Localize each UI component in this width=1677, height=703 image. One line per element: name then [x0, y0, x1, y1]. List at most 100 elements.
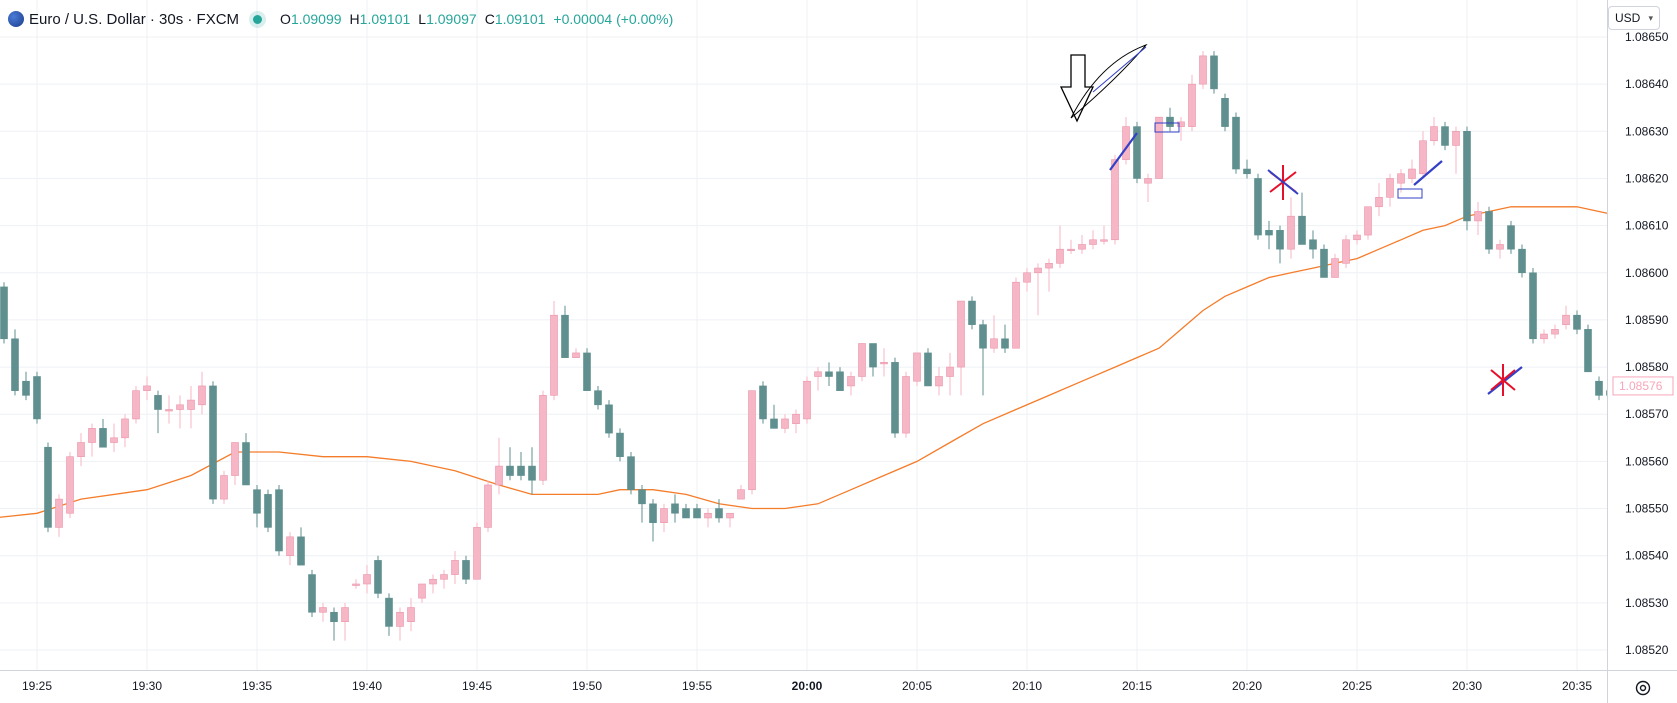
candle	[88, 423, 96, 457]
curve-drawing[interactable]	[1070, 43, 1148, 119]
candle-body	[22, 380, 30, 396]
candle-body	[44, 446, 52, 528]
candle	[1430, 117, 1438, 146]
candle-body	[759, 385, 767, 420]
candle	[759, 381, 767, 424]
candle	[429, 574, 437, 594]
price-tick-label: 1.08650	[1625, 30, 1669, 44]
candle	[1089, 230, 1097, 250]
candle	[1012, 277, 1020, 349]
candle	[1441, 121, 1449, 151]
blue-line-2[interactable]	[1413, 160, 1443, 186]
candle	[1254, 173, 1262, 240]
asterisk-marker-1[interactable]	[1267, 165, 1299, 200]
blue-rect-2[interactable]	[1397, 188, 1423, 199]
candle-body	[1111, 159, 1119, 241]
candle-body	[374, 560, 382, 594]
candle	[286, 532, 294, 566]
candle-body	[1199, 55, 1207, 85]
drawings-layer[interactable]	[1059, 43, 1523, 396]
candle	[913, 352, 921, 386]
candle	[528, 447, 536, 495]
candle	[1375, 183, 1383, 217]
candle	[473, 522, 481, 580]
chart-grid	[0, 0, 1607, 670]
candle-body	[1463, 131, 1471, 222]
candle	[1364, 206, 1372, 240]
candle-body	[187, 399, 195, 410]
candle	[341, 602, 349, 641]
candle	[627, 451, 635, 495]
candle-body	[1034, 267, 1042, 274]
candle	[462, 555, 470, 584]
candle	[374, 555, 382, 599]
candle	[583, 348, 591, 391]
candle-body	[1067, 248, 1075, 251]
candle	[1144, 173, 1152, 203]
settings-gear-icon[interactable]	[1632, 677, 1654, 699]
price-tick-label: 1.08540	[1625, 549, 1669, 563]
candle	[902, 371, 910, 438]
candle-body	[847, 376, 855, 387]
candle	[44, 442, 52, 533]
price-tick-label: 1.08530	[1625, 596, 1669, 610]
candle-body	[264, 494, 272, 528]
candle	[957, 300, 965, 396]
candle	[176, 395, 184, 429]
candle-body	[385, 597, 393, 627]
candle-body	[297, 536, 305, 566]
gear-icon	[1635, 680, 1651, 696]
candle	[1408, 159, 1416, 184]
candle-body	[638, 489, 646, 505]
time-tick-label: 20:15	[1122, 679, 1152, 693]
candle-body	[1045, 263, 1053, 269]
price-axis[interactable]: 1.08650 1.08640 1.08630 1.08620 1.08610 1.086…	[1607, 0, 1677, 703]
candle-body	[308, 574, 316, 613]
candle-body	[319, 607, 327, 613]
candle	[781, 414, 789, 434]
trend-line-thin[interactable]	[1092, 46, 1147, 93]
candle	[1386, 173, 1394, 207]
candle-body	[1155, 116, 1163, 179]
candle-body	[1419, 140, 1427, 175]
asterisk-marker-2[interactable]	[1490, 364, 1516, 396]
candles-layer	[0, 51, 1669, 641]
candle-body	[176, 404, 184, 410]
candle	[990, 315, 998, 353]
candle-body	[165, 409, 173, 412]
time-tick-label: 20:30	[1452, 679, 1482, 693]
candle-body	[583, 352, 591, 391]
price-tick-label: 1.08550	[1625, 502, 1669, 516]
candle-body	[1573, 314, 1581, 330]
candle-body	[880, 362, 888, 365]
candle	[748, 390, 756, 495]
candle	[1452, 126, 1460, 174]
candle	[1331, 253, 1339, 278]
arrow-drawing[interactable]	[1059, 54, 1095, 123]
candle	[132, 385, 140, 424]
candle-body	[99, 428, 107, 448]
candle-body	[1309, 239, 1317, 250]
currency-select[interactable]: USD ▾	[1608, 6, 1660, 30]
candle	[209, 381, 217, 504]
blue-rect-1[interactable]	[1154, 122, 1180, 133]
candle-body	[1441, 126, 1449, 146]
candle-body	[1089, 239, 1097, 245]
candle	[1474, 202, 1482, 236]
time-tick-label: 19:30	[132, 679, 162, 693]
candle	[660, 503, 668, 533]
candle	[1034, 263, 1042, 316]
candle	[0, 282, 8, 344]
candle-body	[1188, 83, 1196, 127]
candle-body	[88, 428, 96, 443]
blue-line-1[interactable]	[1109, 132, 1138, 171]
candle	[231, 442, 239, 485]
symbol-title[interactable]: Euro / U.S. Dollar · 30s · FXCM	[29, 10, 240, 28]
candle-body	[1133, 126, 1141, 179]
candle	[451, 550, 459, 584]
candle-body	[616, 432, 624, 457]
candle	[1111, 154, 1119, 245]
time-tick-label: 19:45	[462, 679, 492, 693]
time-axis[interactable]: 19:25 19:30 19:35 19:40 19:45 19:50 19:55 20:00…	[0, 670, 1677, 694]
